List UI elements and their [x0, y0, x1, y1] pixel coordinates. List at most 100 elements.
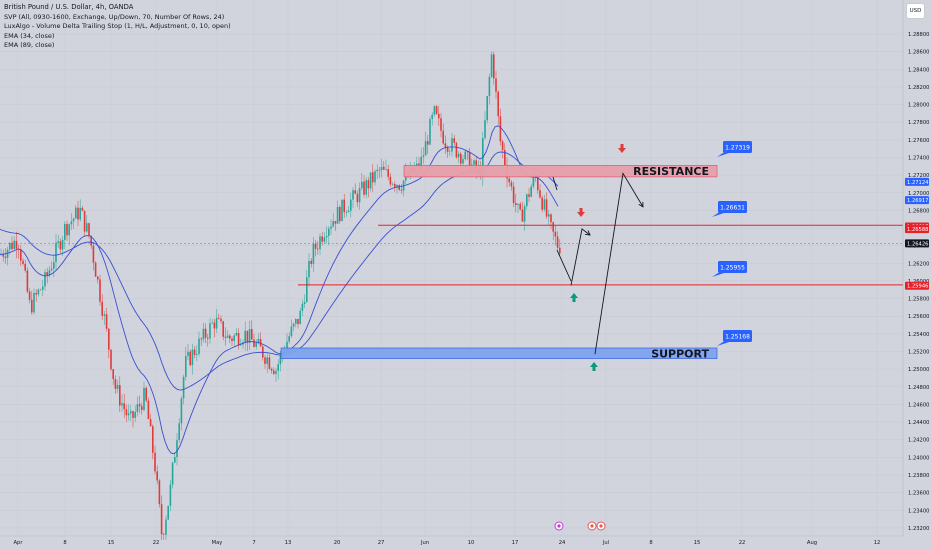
price-tick-label: 1.27400 [908, 155, 929, 161]
candle-body [508, 178, 510, 183]
candle-body [191, 349, 194, 366]
price-tag [905, 239, 929, 248]
candle-body [424, 141, 427, 156]
candle-body [158, 480, 161, 505]
candle-body [110, 349, 112, 370]
candle-body [453, 138, 455, 143]
candle-body [314, 243, 317, 249]
indicator-luxalgo[interactable]: LuxAlgo - Volume Delta Trailing Stop (1,… [4, 22, 231, 31]
price-tag-label: 1.26588 [907, 227, 928, 233]
candle-body [528, 194, 530, 197]
price-tag-label: 1.26917 [907, 198, 928, 204]
candle-body [515, 203, 517, 205]
candle-body [46, 272, 48, 276]
candle-body [220, 318, 222, 322]
candle-body [114, 379, 117, 389]
candle-body [438, 113, 440, 119]
candle-body [141, 406, 143, 410]
candle-body [44, 272, 46, 287]
candle-body [519, 203, 521, 210]
candle-body [306, 277, 308, 302]
candle-body [350, 199, 352, 211]
candle-body [167, 505, 169, 520]
support-zone-label: SUPPORT [651, 347, 709, 360]
candle-body [246, 330, 249, 343]
candle-body [209, 323, 211, 339]
candle-body [356, 193, 359, 203]
candle-body [270, 368, 273, 371]
candle-body [299, 310, 301, 325]
candle-body [64, 223, 66, 240]
candle-body [119, 385, 121, 406]
price-tick-label: 1.23600 [908, 491, 929, 497]
time-tick-label: May [212, 540, 223, 546]
candle-body [264, 357, 266, 364]
candle-body [490, 54, 493, 77]
candle-body [398, 185, 400, 190]
price-tick-label: 1.23800 [908, 473, 929, 479]
candle-body [198, 338, 200, 355]
price-tick-label: 1.27800 [908, 120, 929, 126]
price-tick-label: 1.25000 [908, 367, 929, 373]
candle-body [389, 176, 392, 185]
indicator-svp[interactable]: SVP (All, 0930-1600, Exchange, Up/Down, … [4, 12, 225, 21]
time-tick-label: 8 [649, 540, 652, 546]
candle-body [86, 223, 88, 232]
candle-body [248, 329, 251, 343]
candle-body [53, 262, 55, 269]
candle-body [24, 263, 26, 271]
time-tick-label: 10 [468, 540, 475, 546]
candles [0, 51, 561, 540]
time-tick-label: 13 [285, 540, 292, 546]
candle-body [310, 260, 312, 264]
price-tick-label: 1.25200 [908, 350, 929, 356]
ema-34-line [0, 125, 559, 455]
indicator-ema-34[interactable]: EMA (34, close) [4, 31, 55, 40]
time-tick-label: 15 [694, 540, 701, 546]
candle-body [138, 404, 141, 407]
time-axis: Apr 8 15 22 May 7 13 20 27 Jun 10 17 24 Jul 8 15 22 Aug 12 [0, 535, 903, 546]
candle-body [295, 318, 297, 324]
projection-arrowhead [584, 230, 591, 236]
candle-body [427, 141, 429, 145]
candle-body [77, 207, 79, 220]
candle-body [233, 335, 235, 341]
candle-body [552, 222, 554, 232]
candle-body [358, 188, 361, 203]
price-callout-label: 1.27319 [725, 145, 750, 152]
candle-body [229, 335, 231, 339]
price-tag [905, 177, 929, 186]
currency-button[interactable]: USD [906, 3, 925, 19]
price-tick-label: 1.24400 [908, 420, 929, 426]
candle-body [545, 199, 548, 217]
price-tag [905, 281, 929, 290]
candle-body [103, 314, 106, 316]
candle-body [149, 419, 152, 427]
time-tick-label: 20 [334, 540, 341, 546]
candle-body [127, 413, 130, 416]
candle-body [400, 189, 403, 191]
price-callout [718, 201, 747, 213]
candle-body [147, 400, 150, 420]
candle-body [136, 404, 139, 412]
candle-body [486, 96, 488, 121]
resistance-zone-label: RESISTANCE [633, 165, 709, 178]
price-tick-label: 1.27600 [908, 138, 929, 144]
candle-body [539, 190, 541, 198]
candle-body [231, 338, 233, 341]
price-callout-label: 1.26631 [720, 205, 745, 212]
candle-body [559, 247, 561, 254]
candle-body [116, 385, 119, 389]
candle-body [301, 303, 304, 311]
candle-body [512, 186, 515, 204]
candle-body [235, 332, 238, 336]
price-callout [723, 141, 752, 153]
candle-body [493, 54, 495, 79]
candle-body [193, 349, 196, 355]
candle-body [218, 317, 220, 319]
candle-body [160, 504, 163, 535]
indicator-ema-89[interactable]: EMA (89, close) [4, 41, 55, 50]
candle-body [213, 322, 216, 329]
price-callout-pointer [712, 273, 724, 277]
